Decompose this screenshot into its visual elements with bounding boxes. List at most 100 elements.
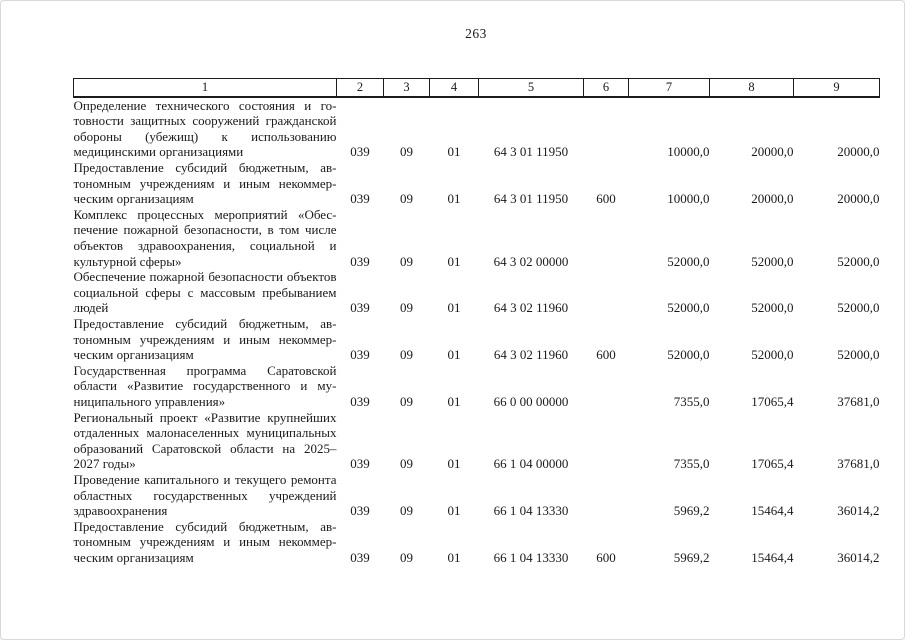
cell-amount-year2: 15464,4 (751, 503, 794, 519)
cell-target-code: 64 3 01 11950 (493, 191, 569, 207)
table-row: Обеспечение пожарной безопасности объек­… (74, 269, 880, 316)
cell-code-subsection: 01 (447, 253, 461, 269)
cell-amount-year3: 37681,0 (837, 456, 880, 472)
cell-amount-year1: 10000,0 (667, 144, 710, 160)
cell-target-code: 66 1 04 00000 (493, 456, 569, 472)
cell-expense-type (584, 472, 629, 519)
cell-amount-year1: 7355,0 (673, 393, 710, 409)
cell-amount-year1: 10000,0 (667, 191, 710, 207)
cell-code-grbs: 039 (350, 144, 370, 160)
cell-amount-year3: 52000,0 (837, 253, 880, 269)
cell-code-subsection: 01 (447, 144, 461, 160)
cell-code-section: 09 (400, 300, 413, 316)
row-description: Предоставление субсидий бюджетным, ав­то… (73, 518, 337, 565)
cell-code-section: 09 (400, 393, 413, 409)
cell-code-grbs: 039 (350, 549, 370, 565)
page-content: 263 1 2 3 4 5 6 7 8 9 (73, 1, 880, 566)
cell-code-subsection: 01 (447, 456, 461, 472)
table-row: Государственная программа Саратовской об… (74, 363, 880, 410)
row-description: Региональный проект «Развитие крупней­ши… (73, 409, 337, 472)
cell-code-grbs: 039 (350, 191, 370, 207)
header-col-9: 9 (793, 78, 880, 98)
table-row: Проведение капитального и текущего ре­мо… (74, 472, 880, 519)
cell-amount-year2: 20000,0 (751, 144, 794, 160)
cell-amount-year3: 52000,0 (837, 347, 880, 363)
table-row: Предоставление субсидий бюджетным, ав­то… (74, 519, 880, 566)
cell-expense-type: 600 (596, 549, 616, 565)
cell-code-grbs: 039 (350, 393, 370, 409)
cell-amount-year3: 36014,2 (837, 549, 880, 565)
row-description: Государственная программа Саратовской об… (73, 362, 337, 409)
cell-code-section: 09 (400, 503, 413, 519)
cell-code-grbs: 039 (350, 503, 370, 519)
cell-amount-year1: 5969,2 (673, 503, 710, 519)
row-description: Обеспечение пожарной безопасности объек­… (73, 269, 337, 316)
cell-amount-year1: 52000,0 (667, 347, 710, 363)
header-col-2: 2 (336, 78, 384, 98)
header-col-6: 6 (583, 78, 629, 98)
cell-amount-year3: 52000,0 (837, 300, 880, 316)
cell-code-section: 09 (400, 253, 413, 269)
cell-code-section: 09 (400, 347, 413, 363)
header-col-7: 7 (628, 78, 710, 98)
budget-table: 1 2 3 4 5 6 7 8 9 Определение техническо… (73, 78, 880, 565)
cell-amount-year1: 52000,0 (667, 300, 710, 316)
cell-expense-type (584, 363, 629, 410)
cell-amount-year3: 36014,2 (837, 503, 880, 519)
cell-target-code: 66 0 00 00000 (493, 393, 569, 409)
cell-target-code: 64 3 02 11960 (493, 347, 569, 363)
cell-target-code: 64 3 02 00000 (493, 253, 569, 269)
cell-code-grbs: 039 (350, 253, 370, 269)
cell-target-code: 66 1 04 13330 (493, 503, 569, 519)
cell-amount-year2: 52000,0 (751, 300, 794, 316)
cell-code-subsection: 01 (447, 300, 461, 316)
table-header: 1 2 3 4 5 6 7 8 9 (73, 78, 880, 98)
header-row: 1 2 3 4 5 6 7 8 9 (73, 78, 880, 98)
row-description: Предоставление субсидий бюджетным, ав­то… (73, 160, 337, 207)
row-description: Комплекс процессных мероприятий «Обес­пе… (73, 206, 337, 269)
page-number: 263 (465, 26, 487, 41)
cell-expense-type: 600 (596, 191, 616, 207)
cell-target-code: 64 3 02 11960 (493, 300, 569, 316)
cell-amount-year3: 20000,0 (837, 191, 880, 207)
cell-amount-year2: 52000,0 (751, 347, 794, 363)
cell-code-subsection: 01 (447, 393, 461, 409)
cell-code-section: 09 (400, 456, 413, 472)
cell-code-subsection: 01 (447, 347, 461, 363)
table-row: Предоставление субсидий бюджетным, ав­то… (74, 160, 880, 207)
header-col-5: 5 (478, 78, 584, 98)
cell-expense-type (584, 97, 629, 160)
cell-amount-year2: 52000,0 (751, 253, 794, 269)
cell-amount-year2: 17065,4 (751, 393, 794, 409)
cell-amount-year2: 17065,4 (751, 456, 794, 472)
cell-code-section: 09 (400, 144, 413, 160)
cell-expense-type (584, 207, 629, 269)
header-col-8: 8 (709, 78, 794, 98)
table-body: Определение технического состояния и го­… (74, 97, 880, 566)
cell-code-grbs: 039 (350, 300, 370, 316)
cell-amount-year1: 7355,0 (673, 456, 710, 472)
cell-expense-type (584, 269, 629, 316)
row-description: Определение технического состояния и го­… (73, 97, 337, 160)
table-row: Предоставление субсидий бюджетным, ав­то… (74, 316, 880, 363)
table-row: Определение технического состояния и го­… (74, 97, 880, 160)
cell-target-code: 66 1 04 13330 (493, 549, 569, 565)
row-description: Предоставление субсидий бюджетным, ав­то… (73, 316, 337, 363)
cell-amount-year1: 52000,0 (667, 253, 710, 269)
table-row: Комплекс процессных мероприятий «Обес­пе… (74, 207, 880, 269)
cell-code-section: 09 (400, 549, 413, 565)
cell-code-grbs: 039 (350, 347, 370, 363)
header-col-1: 1 (73, 78, 337, 98)
cell-amount-year3: 20000,0 (837, 144, 880, 160)
cell-amount-year2: 20000,0 (751, 191, 794, 207)
cell-code-grbs: 039 (350, 456, 370, 472)
header-col-3: 3 (383, 78, 430, 98)
cell-expense-type (584, 410, 629, 472)
cell-amount-year2: 15464,4 (751, 549, 794, 565)
cell-amount-year3: 37681,0 (837, 393, 880, 409)
cell-code-subsection: 01 (447, 549, 461, 565)
row-description: Проведение капитального и текущего ре­мо… (73, 471, 337, 519)
header-col-4: 4 (429, 78, 479, 98)
cell-code-subsection: 01 (447, 503, 461, 519)
